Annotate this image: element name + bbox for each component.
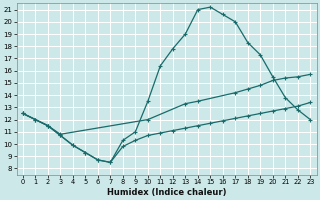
X-axis label: Humidex (Indice chaleur): Humidex (Indice chaleur) xyxy=(107,188,226,197)
